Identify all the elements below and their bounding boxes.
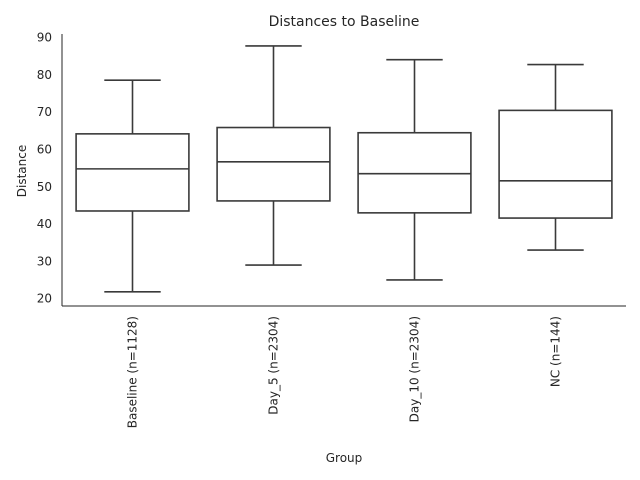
y-tick-label: 30 [37,254,52,268]
y-tick-label: 80 [37,68,52,82]
box-iqr [498,109,613,219]
y-tick-label: 70 [37,105,52,119]
y-tick-label: 50 [37,180,52,194]
box-iqr [357,131,472,214]
x-tick-label: Day_10 (n=2304) [408,316,422,422]
y-axis-label: Distance [15,145,29,197]
y-tick-label: 20 [37,292,52,306]
y-tick-label: 60 [37,143,52,157]
box-iqr [75,133,190,212]
x-axis-label: Group [326,451,363,465]
x-tick-label: NC (n=144) [549,316,563,387]
x-tick-label: Baseline (n=1128) [126,316,140,428]
x-tick-label: Day_5 (n=2304) [267,316,281,415]
box-iqr [216,126,331,202]
plot-area: 20 30 40 50 60 70 80 90 Baseline (n=1128) Day_5 (… [37,31,626,428]
y-tick-label: 90 [37,31,52,45]
y-tick-label: 40 [37,217,52,231]
chart-title: Distances to Baseline [269,14,420,30]
